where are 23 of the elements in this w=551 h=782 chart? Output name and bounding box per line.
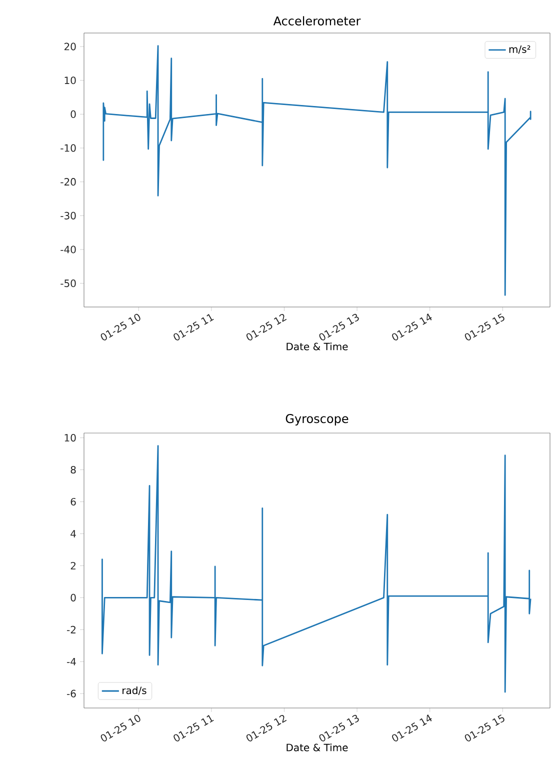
y-tick-label: -4 — [66, 658, 76, 666]
y-tick-label: -30 — [60, 212, 76, 220]
y-tick-label: -6 — [66, 690, 76, 698]
y-tick-label: 0 — [70, 594, 76, 602]
y-tick-label: -10 — [60, 144, 76, 152]
y-tick-label: 10 — [64, 76, 76, 84]
legend-label: m/s² — [509, 45, 530, 54]
y-tick-label: -2 — [66, 626, 76, 634]
y-tick-label: 20 — [64, 42, 76, 50]
y-tick-label: 10 — [64, 434, 76, 442]
y-tick-label: 0 — [70, 110, 76, 118]
y-tick-label: 4 — [70, 530, 76, 538]
y-tick-label: -20 — [60, 178, 76, 186]
chart-title: Gyroscope — [286, 414, 348, 426]
y-tick-label: 2 — [70, 562, 76, 570]
x-axis-title: Date & Time — [286, 342, 348, 350]
y-tick-label: -40 — [60, 246, 76, 254]
chart-title: Accelerometer — [273, 16, 361, 26]
y-tick-label: 6 — [70, 498, 76, 506]
legend-label: rad/s — [122, 686, 146, 695]
y-tick-label: 8 — [70, 466, 76, 474]
y-tick-label: -50 — [60, 280, 76, 288]
x-axis-title: Date & Time — [286, 744, 348, 752]
